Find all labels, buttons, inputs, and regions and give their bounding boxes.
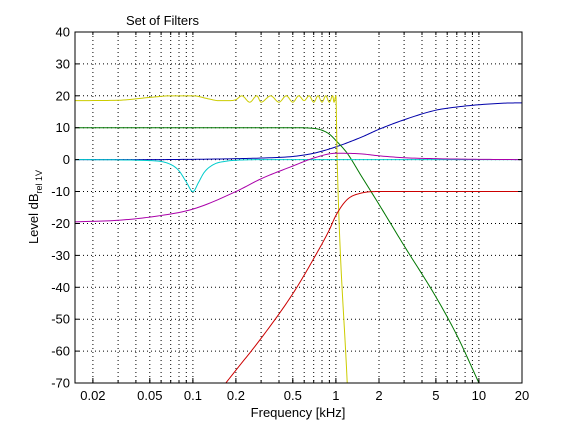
series-layer (75, 94, 522, 383)
y-tick-label: 30 (56, 56, 70, 71)
y-axis-label-sub: rel 1V (34, 170, 44, 194)
y-tick-label: -30 (51, 248, 70, 263)
x-tick-label: 0.1 (184, 388, 202, 403)
series-line-5 (75, 152, 522, 223)
x-tick-label: 5 (432, 388, 439, 403)
y-tick-label: -50 (51, 312, 70, 327)
x-tick-label: 0.02 (80, 388, 105, 403)
x-tick-label: 10 (472, 388, 486, 403)
y-axis-label-main: Level dB (26, 193, 41, 244)
y-tick-label: 40 (56, 25, 70, 40)
series-line-3 (75, 94, 348, 383)
plot-area (75, 32, 522, 383)
x-tick-label: 0.5 (284, 388, 302, 403)
y-tick-label: -10 (51, 184, 70, 199)
y-tick-label: -70 (51, 376, 70, 391)
x-tick-label: 2 (375, 388, 382, 403)
series-line-4 (75, 159, 522, 193)
y-tick-label: 10 (56, 120, 70, 135)
y-tick-label: 20 (56, 88, 70, 103)
y-axis-label: Level dBrel 1V (26, 170, 44, 244)
y-tick-label: -60 (51, 344, 70, 359)
x-tick-label: 0.2 (227, 388, 245, 403)
y-tick-label: -20 (51, 216, 70, 231)
x-tick-label: 20 (515, 388, 529, 403)
y-tick-label: -40 (51, 280, 70, 295)
series-line-1 (75, 102, 522, 161)
series-line-6 (225, 191, 522, 383)
x-tick-label: 0.05 (137, 388, 162, 403)
tick-layer: 40 30 20 10 0 -10 -20 -30 -40 -50 -60 -70 0.02 0.05 0.… (51, 25, 529, 404)
y-tick-label: 0 (63, 152, 70, 167)
x-tick-label: 1 (332, 388, 339, 403)
plot-frame (74, 31, 523, 384)
series-line-2 (75, 127, 480, 383)
x-axis-label: Frequency [kHz] (251, 405, 346, 420)
chart-title: Set of Filters (126, 13, 199, 28)
